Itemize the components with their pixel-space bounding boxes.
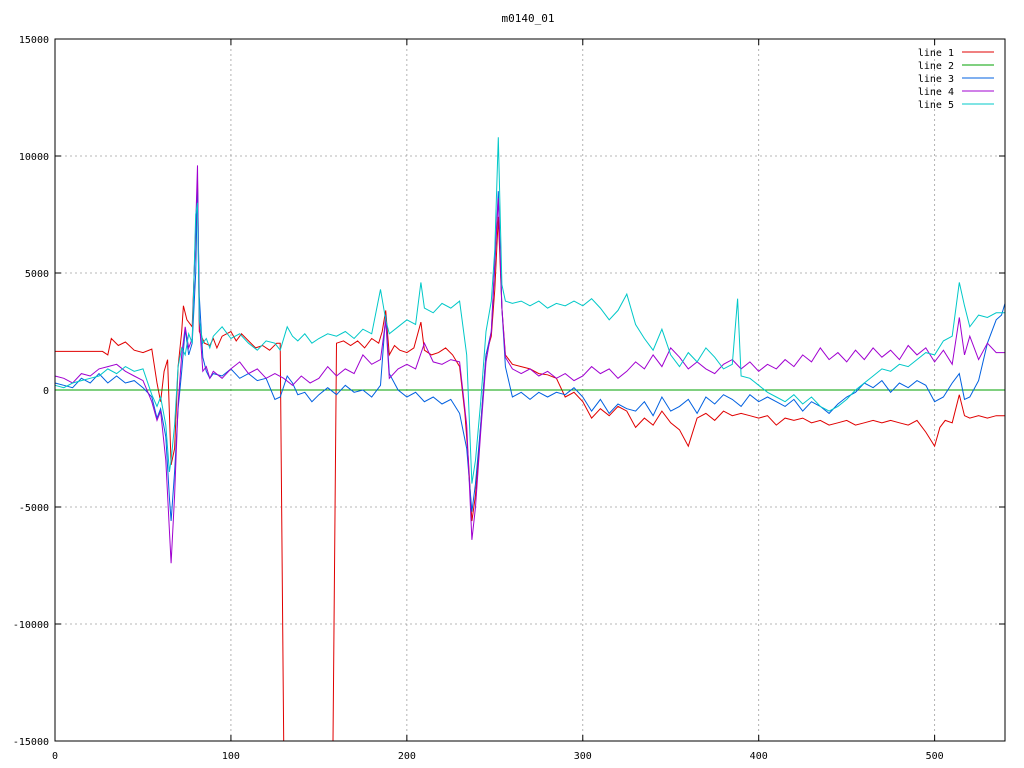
series-line-5 [54,137,1005,484]
legend: line 1 line 2 line 3 line 4 line 5 [918,48,994,111]
x-tick-label: 300 [574,751,592,762]
series-line-4 [54,165,1005,564]
y-tick-label: -15000 [13,737,49,748]
plot-frame [54,38,1006,742]
legend-label: line 2 [918,61,954,72]
x-tick-label: 0 [52,751,58,762]
y-tick-label: 0 [43,386,49,397]
x-tick-label: 400 [750,751,768,762]
legend-label: line 1 [918,48,954,59]
axes: 0 100 200 300 400 500 -15000 -10000 -5000 0 5000 10… [13,35,1005,762]
legend-label: line 5 [918,100,954,111]
y-tick-label: 5000 [25,269,49,280]
x-tick-label: 100 [222,751,240,762]
chart-title: m0140_01 [502,12,555,25]
x-tick-label: 200 [398,751,416,762]
series-group [54,137,1006,742]
y-tick-label: 15000 [19,35,49,46]
y-tick-label: -5000 [19,503,49,514]
series-line-3 [54,186,1006,522]
x-tick-label: 500 [926,751,944,762]
y-tick-label: -10000 [13,620,49,631]
legend-label: line 3 [918,74,954,85]
legend-label: line 4 [918,87,954,98]
series-line-1 [55,179,1005,742]
y-tick-label: 10000 [19,152,49,163]
